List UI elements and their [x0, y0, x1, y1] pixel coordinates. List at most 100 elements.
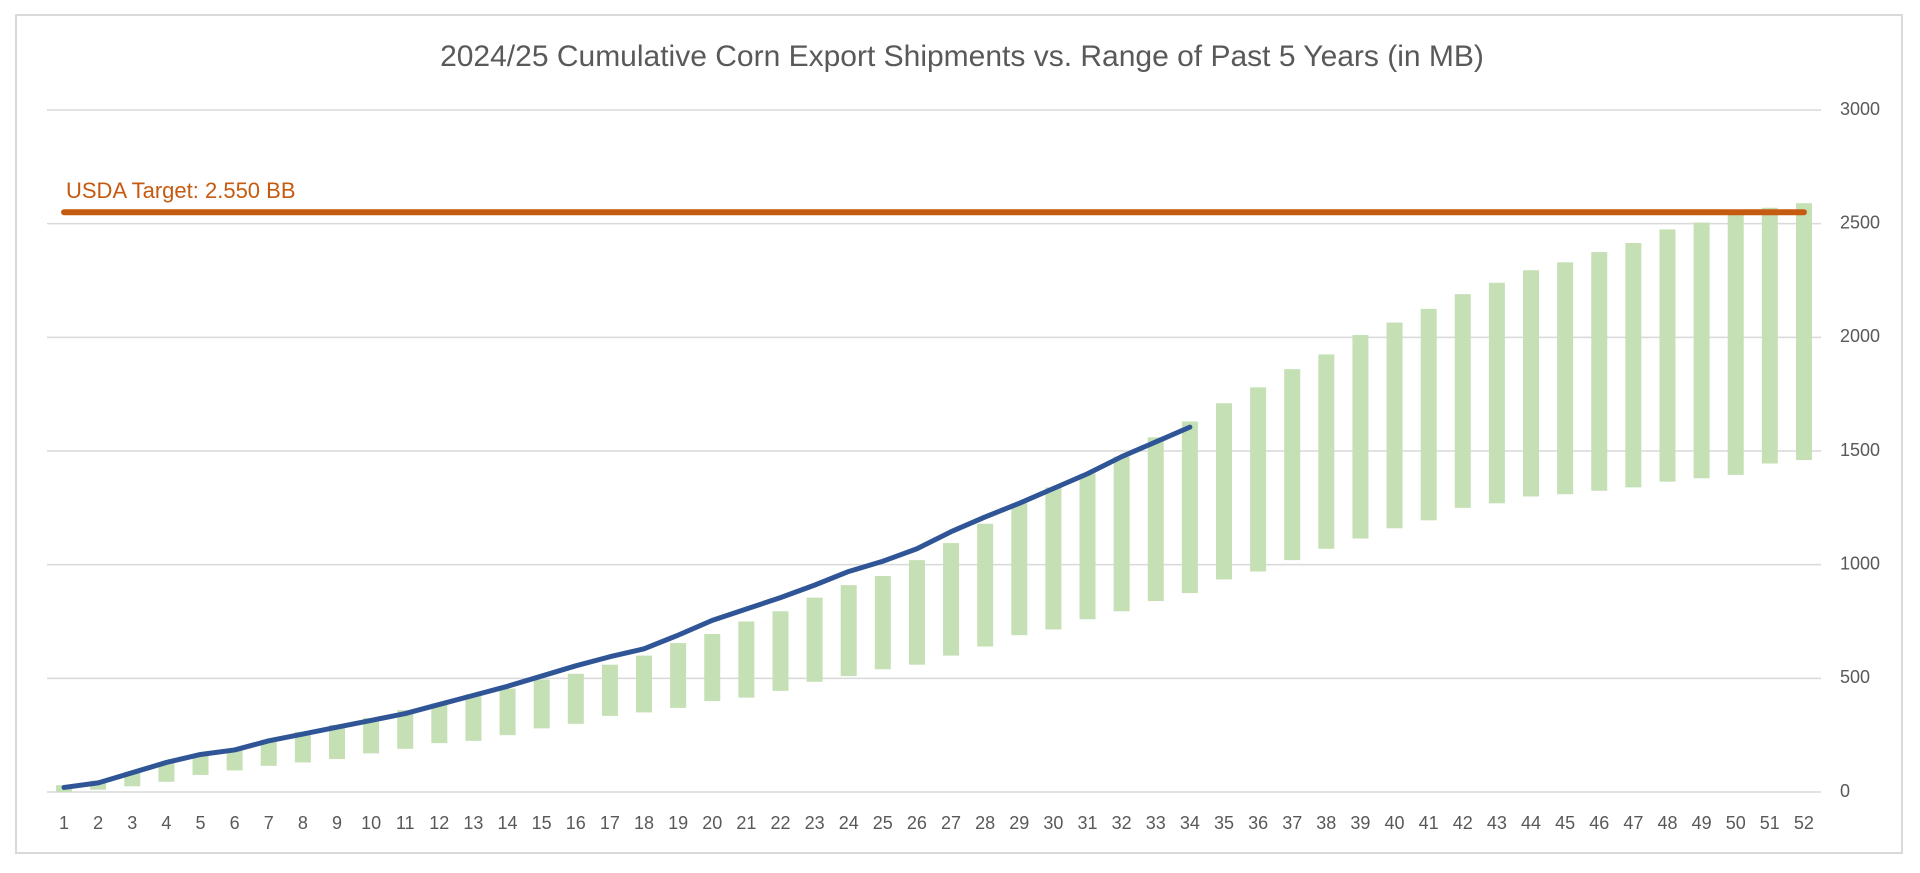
- range-bar: [977, 523, 994, 647]
- range-bar: [1659, 229, 1676, 482]
- range-bar: [1454, 294, 1471, 508]
- x-tick-label: 13: [463, 813, 483, 833]
- range-bar: [465, 694, 482, 741]
- x-tick-label: 51: [1760, 813, 1780, 833]
- range-bar: [1147, 437, 1164, 602]
- range-bar: [397, 710, 414, 749]
- x-tick-label: 24: [839, 813, 859, 833]
- y-tick-label: 500: [1840, 667, 1870, 687]
- range-bar: [1045, 487, 1062, 630]
- y-tick-label: 1000: [1840, 553, 1880, 573]
- x-tick-label: 16: [566, 813, 586, 833]
- x-tick-label: 34: [1180, 813, 1200, 833]
- range-bar: [874, 576, 891, 670]
- x-tick-label: 42: [1453, 813, 1473, 833]
- x-tick-label: 17: [600, 813, 620, 833]
- range-bar: [1557, 262, 1574, 495]
- y-tick-label: 2000: [1840, 326, 1880, 346]
- x-tick-label: 35: [1214, 813, 1234, 833]
- x-tick-label: 21: [736, 813, 756, 833]
- chart-frame: [15, 14, 1903, 854]
- range-bar: [908, 560, 925, 665]
- range-bar: [738, 621, 755, 698]
- x-tick-label: 36: [1248, 813, 1268, 833]
- range-bar: [772, 611, 789, 691]
- range-bar: [601, 664, 618, 716]
- range-bar: [192, 754, 209, 775]
- x-tick-label: 6: [230, 813, 240, 833]
- range-bar: [260, 739, 277, 766]
- x-tick-label: 12: [429, 813, 449, 833]
- x-tick-label: 39: [1350, 813, 1370, 833]
- x-tick-label: 49: [1692, 813, 1712, 833]
- x-tick-label: 44: [1521, 813, 1541, 833]
- x-tick-label: 33: [1146, 813, 1166, 833]
- range-bar: [533, 679, 550, 729]
- x-tick-label: 1: [59, 813, 69, 833]
- x-tick-label: 40: [1385, 813, 1405, 833]
- x-tick-label: 37: [1282, 813, 1302, 833]
- x-tick-label: 8: [298, 813, 308, 833]
- y-tick-label: 3000: [1840, 99, 1880, 119]
- x-tick-label: 47: [1623, 813, 1643, 833]
- x-tick-label: 9: [332, 813, 342, 833]
- x-tick-label: 26: [907, 813, 927, 833]
- x-tick-label: 4: [161, 813, 171, 833]
- range-bar: [1625, 242, 1642, 488]
- range-bar: [943, 543, 960, 656]
- x-tick-label: 41: [1419, 813, 1439, 833]
- y-tick-label: 1500: [1840, 440, 1880, 460]
- x-tick-label: 18: [634, 813, 654, 833]
- range-bar: [806, 597, 823, 682]
- range-bar: [1761, 207, 1778, 464]
- range-bar: [1318, 354, 1335, 549]
- x-tick-label: 45: [1555, 813, 1575, 833]
- x-tick-label: 46: [1589, 813, 1609, 833]
- x-tick-label: 52: [1794, 813, 1814, 833]
- x-tick-label: 25: [873, 813, 893, 833]
- range-bar: [1693, 222, 1710, 479]
- x-tick-label: 30: [1043, 813, 1063, 833]
- range-bar: [1352, 335, 1369, 539]
- range-bar: [840, 585, 857, 677]
- x-tick-label: 7: [264, 813, 274, 833]
- range-bar: [1215, 403, 1232, 580]
- range-bar: [1591, 252, 1608, 491]
- range-bar: [431, 703, 448, 744]
- range-bar: [1727, 213, 1744, 475]
- range-bar: [1250, 387, 1267, 572]
- x-tick-label: 38: [1316, 813, 1336, 833]
- x-tick-label: 22: [770, 813, 790, 833]
- x-tick-label: 2: [93, 813, 103, 833]
- y-tick-label: 0: [1840, 781, 1850, 801]
- range-bar: [1181, 421, 1198, 594]
- range-bar: [1386, 322, 1403, 529]
- x-tick-label: 23: [805, 813, 825, 833]
- x-tick-label: 10: [361, 813, 381, 833]
- x-tick-label: 5: [196, 813, 206, 833]
- x-tick-label: 32: [1112, 813, 1132, 833]
- x-tick-label: 48: [1657, 813, 1677, 833]
- range-bar: [670, 643, 687, 708]
- range-bar: [158, 762, 175, 782]
- range-bar: [1420, 308, 1437, 521]
- x-tick-label: 29: [1009, 813, 1029, 833]
- range-bar: [1284, 369, 1301, 561]
- x-tick-label: 11: [396, 813, 415, 833]
- x-tick-label: 19: [668, 813, 688, 833]
- x-tick-label: 14: [498, 813, 518, 833]
- range-bar: [294, 731, 311, 763]
- range-bar: [363, 718, 380, 754]
- x-tick-label: 15: [532, 813, 552, 833]
- range-bar: [704, 634, 721, 702]
- range-bar: [1795, 203, 1812, 461]
- y-tick-label: 2500: [1840, 212, 1880, 232]
- range-bar: [1488, 282, 1505, 504]
- range-bar: [567, 673, 584, 724]
- range-bar: [1011, 503, 1028, 636]
- range-bar: [1523, 270, 1540, 497]
- x-tick-label: 28: [975, 813, 995, 833]
- x-tick-label: 43: [1487, 813, 1507, 833]
- x-tick-label: 3: [127, 813, 137, 833]
